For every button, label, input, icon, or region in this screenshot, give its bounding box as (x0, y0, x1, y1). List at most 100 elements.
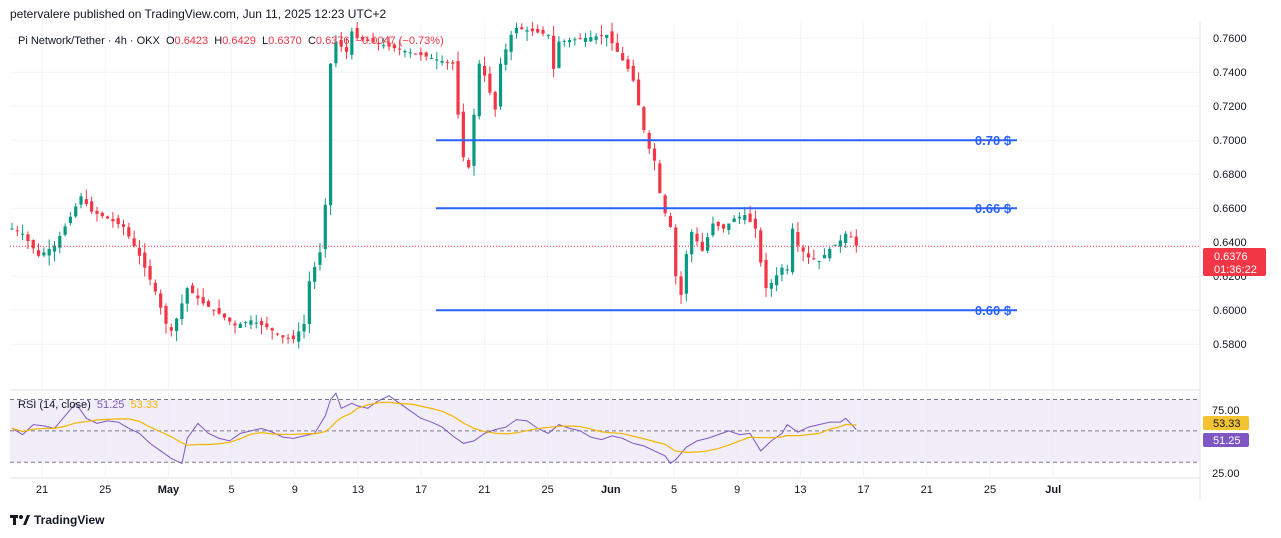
candle-body (652, 148, 657, 161)
candles-group (10, 22, 858, 349)
candle-body (482, 66, 487, 76)
time-tick-label: Jun (601, 484, 621, 496)
time-tick-label: May (158, 484, 180, 496)
candle-body (74, 206, 78, 217)
candle-body (212, 309, 216, 311)
candle-body (164, 306, 168, 324)
candle-body (530, 28, 534, 32)
candle-body (376, 43, 380, 45)
price-tick-label: 0.6600 (1213, 203, 1247, 215)
footer-brand[interactable]: TradingView (10, 513, 104, 527)
time-tick-label: 21 (478, 484, 490, 496)
candle-body (854, 236, 858, 246)
candle-body (344, 47, 349, 52)
candle-body (546, 34, 550, 36)
candle-body (350, 31, 354, 55)
candle-body (642, 107, 646, 130)
candle-body (366, 39, 370, 42)
candle-body (10, 228, 14, 230)
candle-body (95, 210, 99, 214)
rsi-band (10, 399, 1200, 463)
candle-body (806, 253, 811, 258)
symbol-name: Pi Network/Tether · 4h · OKX (18, 35, 160, 47)
price-tick-label: 0.5800 (1213, 339, 1247, 351)
candle-body (313, 266, 317, 282)
candle-body (281, 335, 285, 338)
candle-body (785, 269, 789, 271)
candle-body (520, 27, 524, 30)
candle-body (392, 44, 396, 49)
price-tick-label: 0.7400 (1213, 67, 1247, 79)
candle-body (753, 218, 757, 229)
candle-body (329, 63, 333, 206)
candle-body (573, 39, 577, 41)
candle-body (63, 226, 67, 235)
candle-body (233, 323, 237, 326)
candle-body (775, 275, 779, 286)
candle-body (100, 212, 104, 217)
rsi-lower-label: 25.00 (1212, 468, 1240, 480)
price-tick-label: 0.6400 (1213, 237, 1247, 249)
candle-body (748, 213, 752, 222)
candle-body (238, 323, 242, 328)
rsi-legend-value: 51.25 (96, 399, 125, 411)
candle-body (26, 234, 30, 242)
candle-body (31, 239, 35, 249)
candle-body (615, 42, 619, 52)
rsi-ma-badge: 53.33 (1203, 416, 1249, 430)
candle-body (732, 218, 736, 222)
close-value: 0.6376 (315, 35, 350, 47)
candle-body (626, 59, 630, 69)
candle-body (270, 328, 274, 331)
candle-body (201, 297, 205, 304)
candle-body (599, 35, 604, 37)
level-lines: 0.70 $ 0.66 $ 0.60 $ (436, 133, 1017, 318)
price-tick-label: 0.6000 (1213, 305, 1247, 317)
last-price-badge: 0.6376 01:36:22 (1203, 248, 1266, 276)
candle-body (796, 231, 800, 246)
price-tick-label: 0.6800 (1213, 169, 1247, 181)
candle-body (509, 34, 513, 52)
candle-body (297, 331, 301, 342)
candle-body (684, 254, 688, 294)
candle-body (477, 63, 481, 117)
time-tick-label: 13 (794, 484, 806, 496)
time-tick-label: 5 (671, 484, 677, 496)
candle-body (514, 28, 519, 34)
candle-body (790, 228, 795, 273)
candle-body (47, 249, 51, 256)
change-value: −0.0047 (−0.73%) (355, 35, 444, 47)
candle-body (318, 252, 322, 265)
candle-body (334, 41, 338, 64)
candle-body (690, 232, 694, 255)
high-label: H (214, 35, 223, 47)
tradingview-logo-icon (10, 515, 30, 525)
candle-body (525, 30, 529, 32)
candle-body (498, 63, 503, 107)
high-value: 0.6429 (222, 35, 256, 47)
time-tick-label: 17 (857, 484, 869, 496)
time-tick-label: 25 (99, 484, 111, 496)
brand-name: TradingView (34, 513, 105, 527)
candle-body (769, 283, 773, 289)
candle-body (413, 53, 418, 55)
candle-body (244, 322, 248, 324)
candle-body (737, 216, 742, 219)
time-tick-label: 25 (984, 484, 996, 496)
price-tick-label: 0.7200 (1213, 101, 1247, 113)
candle-body (254, 322, 258, 324)
rsi-legend[interactable]: RSI (14, close) 51.25 53.33 (18, 399, 158, 411)
candle-body (403, 50, 407, 53)
candle-body (105, 216, 110, 219)
candle-body (137, 247, 142, 256)
time-tick-label: 21 (921, 484, 933, 496)
candle-body (111, 218, 115, 222)
symbol-legend[interactable]: Pi Network/Tether · 4h · OKX O0.6423 H0.… (18, 35, 444, 47)
candle-body (668, 215, 673, 227)
candle-body (196, 295, 200, 299)
low-value: 0.6370 (268, 35, 302, 47)
time-tick-label: 17 (415, 484, 427, 496)
candle-body (259, 321, 264, 325)
candle-body (849, 236, 853, 238)
